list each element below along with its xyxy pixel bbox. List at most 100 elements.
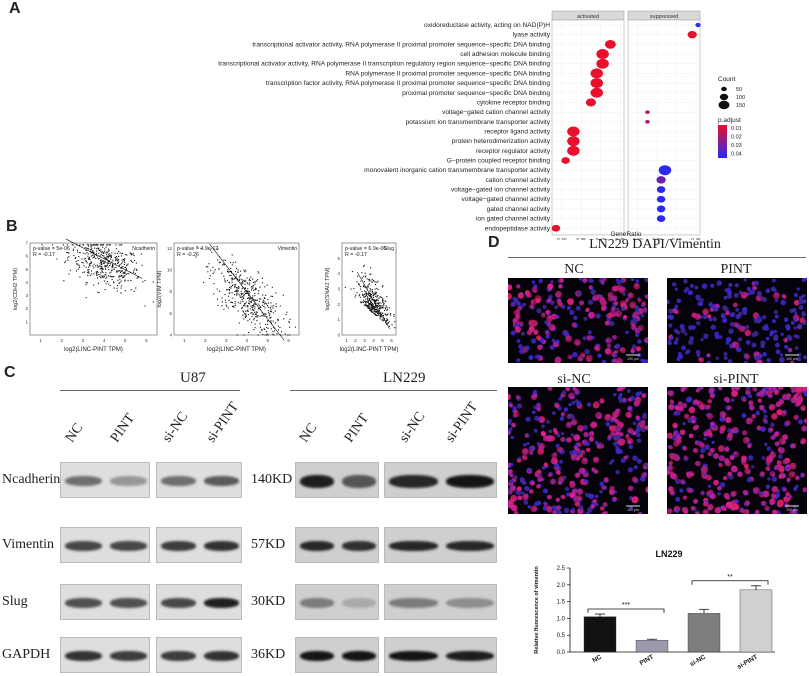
term-dot: [687, 30, 697, 39]
if-image-pint: 100 μm: [667, 278, 807, 363]
scale-bar-label: 100 μm: [786, 508, 798, 512]
x-tick-label: 0.30: [557, 238, 567, 240]
blot-slug: [60, 584, 150, 620]
band: [204, 476, 239, 486]
band: [110, 476, 147, 486]
scatter-y-tick: 3: [25, 293, 28, 298]
x-category-label: NC: [591, 654, 603, 665]
if-image-si-nc: 100 μm: [508, 387, 648, 514]
band: [389, 541, 438, 551]
if-condition-label-si-pint: si-PINT: [713, 372, 759, 387]
term-label: G−protein coupled receptor binding: [447, 158, 551, 165]
regression-line: [357, 271, 390, 330]
blot-vimentin: [156, 527, 242, 563]
term-label: gated channel activity: [487, 206, 551, 213]
bar-si-pint: [739, 589, 773, 653]
legend-padj-label: 0.02: [731, 135, 742, 141]
term-label: receptor regulator activity: [476, 148, 551, 155]
protein-label-vimentin: Vimentin: [2, 537, 55, 552]
x-tick-label: 0.45: [615, 238, 625, 240]
scatter-y-tick: 5: [337, 256, 340, 261]
legend-count-dot: [719, 93, 729, 101]
scatter-y-tick: 1: [25, 319, 28, 324]
x-tick-label: 0.30: [633, 238, 643, 240]
go-dotplot: activated suppressed 0.30 0.35 0.40 0.45 0.30 0…: [218, 10, 745, 240]
scatter-ylabel: log2(VIM TPM): [157, 270, 163, 307]
significance-label: ***: [622, 602, 630, 609]
x-category-label: PINT: [639, 654, 655, 667]
group-line-ln229: [290, 390, 497, 391]
legend-padj-label: 0.04: [731, 152, 742, 158]
size-label-ncadherin: 140KD: [251, 472, 293, 487]
legend-padj-colorbar: [718, 125, 727, 158]
lane-label-u87-pint: PINT: [107, 411, 139, 446]
scatter-xlabel: log2(LINC-PINT TPM): [207, 347, 266, 353]
term-dot: [656, 186, 666, 193]
scatter-y-tick: 3: [337, 287, 340, 292]
band: [300, 651, 334, 661]
protein-label-gapdh: GAPDH: [2, 647, 51, 662]
band: [110, 541, 147, 551]
legend-count-label: 150: [736, 103, 745, 109]
term-dot: [656, 215, 666, 223]
legend-padj-title: p.adjust: [718, 117, 741, 124]
band: [65, 541, 102, 551]
scatter-y-tick: 4: [25, 280, 28, 285]
term-dot: [590, 68, 604, 79]
blot-ncadherin: [156, 462, 242, 498]
band: [161, 476, 196, 486]
band: [65, 598, 102, 608]
if-image-si-pint: 100 μm: [667, 387, 807, 514]
term-label: endopeptidase activity: [485, 225, 551, 232]
x-axis-label: GeneRatio: [610, 231, 641, 238]
x-tick-label: 0.35: [652, 238, 662, 240]
band: [445, 651, 494, 661]
significance-bracket: [587, 608, 665, 613]
lane-label-u87-si-nc: si-NC: [159, 409, 192, 446]
y-tick-label: 1.0: [557, 616, 566, 622]
blot-gapdh: [60, 637, 150, 673]
vimentin-bar-chart: LN229 0.0 0.5 1.0 1.5 2.0 2.5 Relative fluoresc…: [534, 549, 775, 671]
scatter-gene-label: Vimentin: [278, 246, 298, 252]
blot-gapdh: [384, 637, 497, 673]
scatter-xlabel: log2(LINC-PINT TPM): [64, 347, 123, 353]
if-condition-label-nc: NC: [564, 262, 584, 277]
protein-label-ncadherin: Ncadherin: [2, 472, 61, 487]
blot-gapdh: [295, 637, 379, 673]
band: [300, 474, 334, 488]
scatter-x-tick: 5: [266, 338, 269, 343]
scatter-ylabel: log2(CDH2 TPM): [13, 268, 19, 310]
y-tick-label: 0.5: [557, 633, 566, 639]
panel-a-letter: A: [9, 0, 21, 17]
lane-label-ln229-si-pint: si-PINT: [442, 399, 482, 446]
scatter-points: [195, 246, 296, 336]
term-label: voltage−gated cation channel activity: [442, 109, 551, 116]
term-dot: [551, 224, 561, 232]
scatter-pvalue: p-value = 5e-06: [33, 246, 70, 252]
band: [161, 651, 196, 661]
scatter-x-tick: 6: [390, 338, 393, 343]
group-label-u87: U87: [180, 370, 206, 386]
if-image-nc: 100 μm: [508, 278, 648, 363]
scatter-y-tick: 4: [169, 333, 172, 338]
scatter-gene-label: Ncadherin: [132, 246, 155, 252]
band: [445, 541, 494, 551]
bar-chart-ylabel: Relative fluorescence of vimentin: [534, 566, 540, 654]
band: [110, 651, 147, 661]
scatter-pvalue: p-value = 4.9e-12: [177, 246, 218, 252]
scatter-frame-ncadherin: [29, 242, 158, 336]
legend-count-title: Count: [718, 76, 736, 83]
scatter-x-tick: 2: [354, 338, 357, 343]
panel-c-letter: C: [4, 364, 16, 381]
scatter-y-tick: 2: [337, 302, 340, 307]
band: [204, 541, 239, 551]
term-dot: [604, 40, 616, 49]
blot-ncadherin: [60, 462, 150, 498]
scatter-x-tick: 4: [103, 338, 106, 343]
term-label: cell adhesion molecule binding: [460, 51, 550, 58]
scatter-ylabel: log2(SNAI2 TPM): [325, 267, 331, 310]
legend-count-dot: [718, 100, 730, 110]
blot-slug: [384, 584, 497, 620]
facet-panel: [627, 19, 701, 236]
term-dot: [695, 22, 701, 28]
